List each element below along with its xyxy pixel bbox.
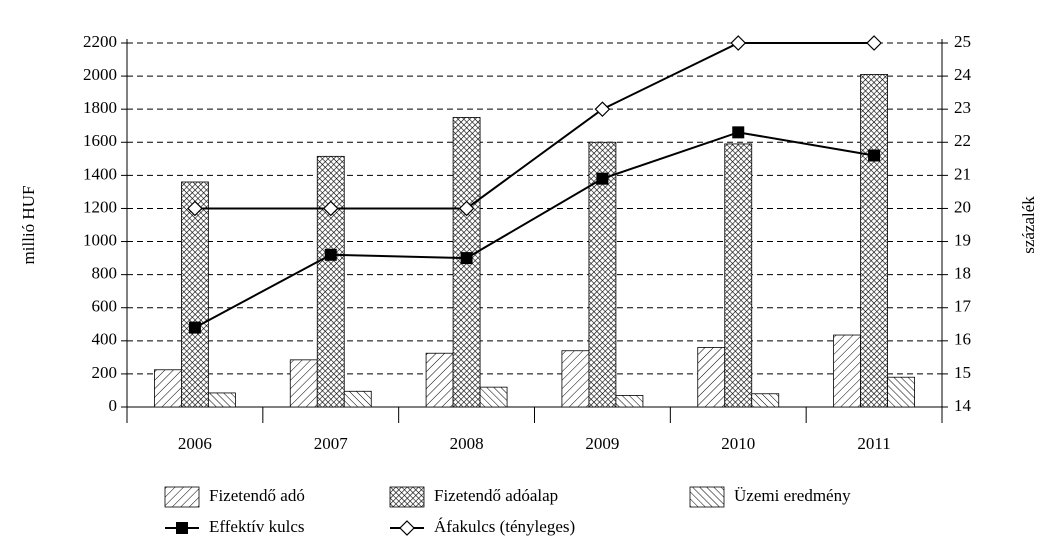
y2-tick-label: 22 [954,131,971,150]
bar [561,350,590,408]
y2-tick-label: 20 [954,197,971,216]
y2-tick-label: 14 [954,396,972,415]
y-tick-label: 0 [109,396,118,415]
line-marker [866,35,882,51]
y2-tick-label: 25 [954,32,971,51]
legend-label: Áfakulcs (tényleges) [434,517,575,536]
line [194,131,875,329]
line-marker [460,252,473,265]
legend-label: Effektív kulcs [209,517,305,536]
line-marker [188,321,201,334]
x-tick-label: 2008 [450,434,484,453]
legend-label: Üzemi eredmény [734,486,851,505]
legend-label: Fizetendő adó [209,486,305,505]
line-marker [732,126,745,139]
y-tick-label: 600 [92,297,118,316]
legend-swatch [164,486,200,508]
y2-tick-label: 18 [954,264,971,283]
bar [751,393,780,408]
y-tick-label: 400 [92,330,118,349]
line [194,42,875,210]
bar [697,347,726,408]
x-tick-label: 2011 [857,434,890,453]
y2-axis-label: százalék [1019,196,1038,254]
line-marker [458,200,475,217]
bar [154,369,182,408]
y-tick-label: 200 [92,363,118,382]
y2-tick-label: 15 [954,363,971,382]
x-tick-label: 2009 [585,434,619,453]
y-axis-label: millió HUF [19,186,38,265]
legend-label: Fizetendő adóalap [434,486,558,505]
y2-tick-label: 23 [954,98,971,117]
y-tick-label: 800 [92,264,118,283]
line-marker [594,101,611,118]
y-tick-label: 1000 [83,230,117,249]
line-marker [730,35,747,51]
bar [181,181,209,408]
bar [316,155,345,408]
y-tick-label: 2000 [83,65,117,84]
legend-swatch [689,486,725,508]
line-marker [322,200,339,217]
y2-tick-label: 21 [954,164,971,183]
bar [479,386,508,408]
y-tick-label: 1200 [83,197,117,216]
line-marker [324,248,337,261]
y-tick-label: 1400 [83,164,117,183]
y2-tick-label: 16 [954,330,971,349]
legend-marker [399,520,415,536]
y2-tick-label: 17 [954,297,972,316]
bar [724,143,753,408]
x-tick-label: 2006 [178,434,212,453]
bar [833,334,861,408]
y-tick-label: 1600 [83,131,117,150]
bar [860,74,888,408]
x-tick-label: 2007 [314,434,349,453]
bar [615,395,644,408]
bar [343,390,372,408]
bar [289,359,318,408]
bar [208,392,236,408]
bar [887,376,915,408]
legend-swatch [389,486,425,508]
line-marker [187,200,203,217]
line-marker [596,172,609,185]
y-tick-label: 1800 [83,98,117,117]
bar [588,141,617,408]
legend-marker [176,522,188,534]
y2-tick-label: 19 [954,230,971,249]
line-marker [868,149,881,162]
y2-tick-label: 24 [954,65,972,84]
bar [425,352,454,408]
x-tick-label: 2010 [721,434,755,453]
y-tick-label: 2200 [83,32,117,51]
